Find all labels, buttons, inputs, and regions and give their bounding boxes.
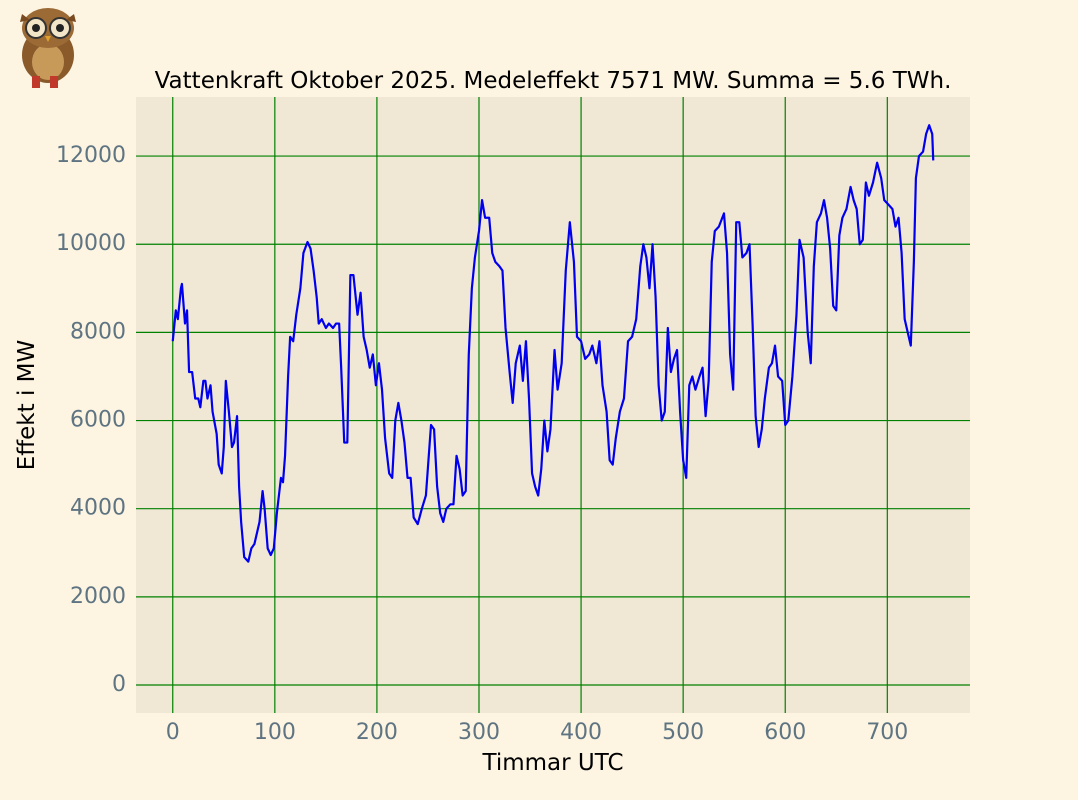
y-tick-label: 0 [112, 672, 126, 697]
y-tick-label: 2000 [70, 584, 126, 609]
y-tick-label: 4000 [70, 496, 126, 521]
x-tick-label: 700 [866, 720, 908, 745]
plot-area [136, 97, 970, 713]
x-tick-label: 0 [166, 720, 180, 745]
y-tick-label: 10000 [56, 231, 126, 256]
y-tick-label: 12000 [56, 143, 126, 168]
x-tick-label: 500 [662, 720, 704, 745]
x-tick-label: 100 [254, 720, 296, 745]
chart-title: Vattenkraft Oktober 2025. Medeleffekt 75… [155, 68, 952, 94]
y-tick-label: 6000 [70, 408, 126, 433]
x-tick-label: 300 [458, 720, 500, 745]
x-tick-label: 600 [764, 720, 806, 745]
x-tick-label: 400 [560, 720, 602, 745]
owl-logo [20, 8, 76, 88]
x-tick-label: 200 [356, 720, 398, 745]
y-axis-label: Effekt i MW [14, 340, 40, 470]
y-tick-label: 8000 [70, 319, 126, 344]
x-axis-label: Timmar UTC [482, 750, 624, 776]
data-line [171, 124, 935, 563]
